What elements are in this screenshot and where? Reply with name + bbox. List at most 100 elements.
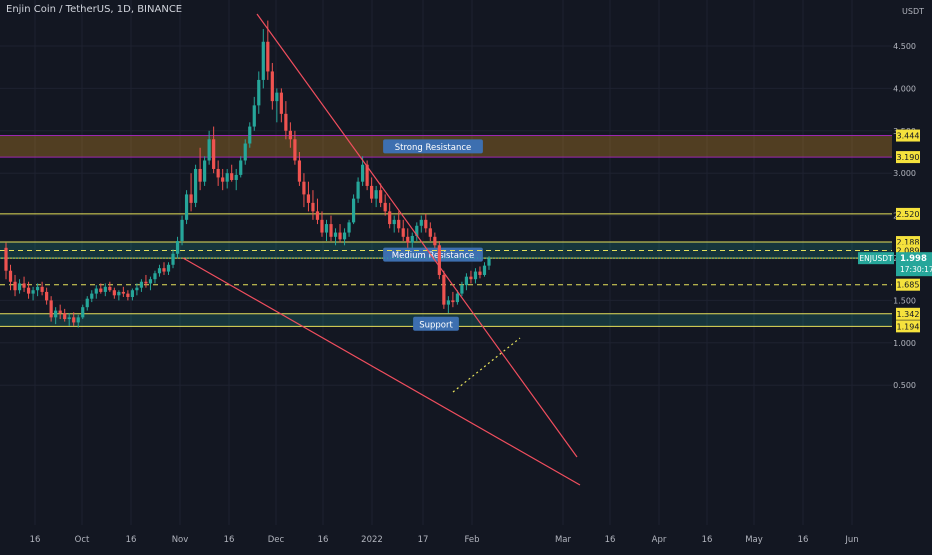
- trendline-descending-lower: [182, 257, 581, 486]
- candle-body: [365, 164, 369, 186]
- candle-body: [216, 168, 220, 178]
- price-tag: 1.342: [897, 310, 920, 319]
- x-tick-label: 16: [605, 535, 616, 545]
- zone-label: Medium Resistance: [392, 251, 475, 261]
- candle-body: [166, 264, 171, 272]
- candle-body: [478, 271, 482, 275]
- candle-body: [117, 291, 121, 296]
- candle-body: [189, 194, 193, 203]
- candle-body: [437, 245, 441, 275]
- candle-body: [54, 310, 58, 318]
- x-tick-label: 16: [798, 535, 809, 545]
- candle-body: [243, 143, 247, 161]
- candle-body: [103, 286, 107, 292]
- candle-body: [415, 225, 419, 236]
- candle-body: [315, 211, 320, 220]
- price-tag: 1.685: [897, 281, 920, 290]
- y-tick-label: 0.500: [893, 381, 916, 390]
- candle-body: [239, 160, 243, 175]
- candle-body: [72, 317, 76, 323]
- x-tick-label: May: [745, 535, 763, 545]
- price-tag: 2.520: [897, 210, 920, 219]
- candle-body: [94, 288, 98, 294]
- candle-body: [455, 293, 460, 303]
- x-tick-label: 16: [30, 535, 41, 545]
- candle-body: [4, 247, 8, 271]
- candle-body: [333, 232, 338, 237]
- candle-body: [76, 317, 80, 323]
- candle-body: [297, 160, 302, 182]
- candle-body: [45, 291, 49, 301]
- candle-body: [288, 130, 292, 140]
- candle-body: [67, 317, 71, 320]
- candle-body: [379, 190, 383, 203]
- candle-body: [370, 185, 374, 199]
- y-tick-label: 4.500: [893, 42, 916, 51]
- price-tag-box: [896, 320, 920, 333]
- trendline-rising-dotted: [452, 337, 521, 393]
- price-tag-box: [896, 307, 920, 320]
- candle-body: [410, 235, 414, 243]
- candle-body: [203, 160, 207, 182]
- candle-body: [144, 281, 148, 284]
- candle-body: [31, 290, 35, 294]
- candle-body: [361, 164, 365, 182]
- candle-body: [252, 105, 256, 127]
- y-tick-label: 4.000: [893, 84, 916, 93]
- price-tag: 3.190: [897, 153, 920, 162]
- candle-body: [112, 290, 116, 296]
- x-tick-label: Oct: [75, 535, 90, 545]
- candle-body: [139, 281, 144, 288]
- candle-body: [311, 202, 315, 212]
- candle-body: [193, 168, 198, 203]
- y-tick-label: 3.000: [893, 169, 916, 178]
- last-price-box: [896, 252, 932, 277]
- candle-body: [473, 271, 478, 280]
- candle-body: [81, 307, 85, 318]
- candle-body: [162, 268, 166, 272]
- y-tick-label: 1.000: [893, 339, 916, 348]
- x-tick-label: 17: [418, 535, 429, 545]
- x-tick-label: 16: [224, 535, 235, 545]
- candle-body: [148, 279, 153, 284]
- candle-body: [17, 283, 22, 291]
- candle-body: [270, 71, 274, 102]
- candle-body: [130, 290, 134, 298]
- x-tick-label: Jun: [844, 535, 858, 545]
- x-tick-label: 16: [126, 535, 137, 545]
- candle-body: [383, 202, 387, 212]
- candle-body: [126, 293, 130, 298]
- candle-body: [324, 224, 329, 233]
- candle-body: [135, 287, 139, 291]
- price-tag-box: [896, 278, 920, 291]
- candle-body: [397, 219, 401, 229]
- candle-body: [351, 198, 356, 223]
- candle-body: [388, 211, 392, 225]
- price-tag: 2.089: [897, 246, 920, 255]
- candle-body: [49, 300, 53, 318]
- candle-body: [261, 41, 265, 80]
- x-tick-label: 16: [702, 535, 713, 545]
- candle-body: [451, 300, 455, 303]
- x-tick-label: 16: [318, 535, 329, 545]
- symbol-tag-box: [858, 252, 894, 265]
- candle-body: [374, 190, 378, 199]
- candle-body: [108, 286, 112, 291]
- candle-body: [392, 219, 396, 225]
- candle-body: [248, 126, 252, 144]
- candle-body: [63, 313, 67, 320]
- candle-body: [212, 139, 216, 169]
- candle-body: [171, 253, 175, 265]
- candle-body: [8, 270, 13, 282]
- candle-body: [257, 79, 261, 106]
- price-tag-box: [896, 207, 920, 220]
- candle-body: [175, 241, 180, 254]
- candle-body: [58, 310, 62, 314]
- zone-label-box: [383, 139, 483, 154]
- candle-body: [302, 181, 306, 195]
- candle-body: [230, 173, 234, 180]
- candle-body: [153, 273, 157, 280]
- candle-body: [35, 286, 40, 291]
